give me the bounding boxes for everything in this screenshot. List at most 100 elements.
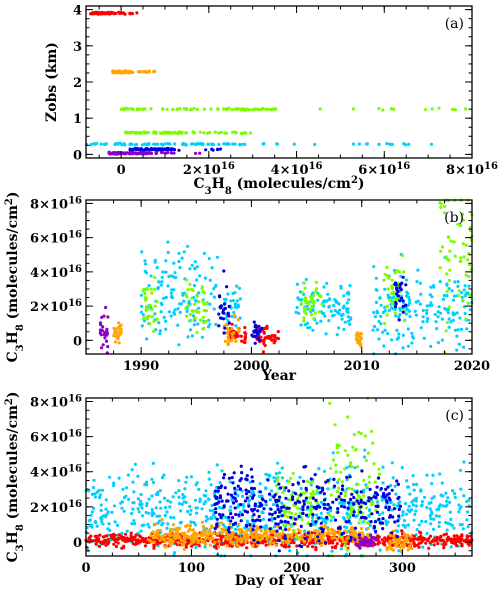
data-point [291, 497, 295, 501]
data-point [434, 514, 438, 518]
data-point [284, 527, 288, 532]
data-point [459, 487, 463, 491]
data-point [316, 535, 320, 539]
data-point [244, 492, 249, 496]
data-point [314, 548, 318, 552]
data-point [245, 546, 249, 550]
data-point [294, 517, 298, 521]
data-point [319, 543, 323, 547]
data-point [399, 274, 403, 278]
data-point [340, 313, 344, 318]
data-point [184, 143, 188, 147]
data-point [393, 484, 397, 488]
x-tick-label: 2010 [344, 359, 380, 374]
data-point [196, 306, 201, 310]
data-point [211, 142, 215, 147]
data-point [173, 308, 177, 312]
data-point [390, 296, 394, 300]
data-point [377, 517, 381, 521]
data-point [223, 326, 227, 330]
data-point [458, 535, 462, 539]
data-point [257, 514, 261, 519]
data-point [445, 320, 450, 324]
y-tick-exponent: 16 [68, 498, 82, 509]
data-point [429, 522, 433, 526]
data-point [209, 292, 213, 296]
data-point [315, 321, 319, 325]
data-point [140, 523, 144, 528]
data-point [326, 487, 330, 491]
data-point [347, 519, 351, 523]
data-point [144, 262, 148, 266]
data-point [106, 537, 111, 542]
data-point [463, 284, 467, 288]
data-point [312, 317, 316, 321]
data-point [424, 520, 428, 524]
data-point [355, 499, 359, 503]
data-point [350, 529, 354, 534]
data-point [281, 540, 285, 544]
data-point [203, 302, 208, 306]
data-point [437, 305, 441, 309]
data-point [381, 330, 385, 334]
data-point [200, 530, 204, 534]
data-point [451, 318, 455, 322]
data-point [184, 107, 188, 111]
data-point [108, 528, 112, 533]
data-point [105, 339, 109, 343]
data-point [299, 486, 303, 491]
data-point [217, 545, 221, 549]
x-tick-label: 300 [389, 561, 416, 576]
data-point [395, 479, 399, 483]
data-point [446, 535, 450, 539]
data-point [314, 498, 318, 502]
data-point [403, 501, 408, 506]
data-point [440, 338, 444, 342]
data-point [228, 522, 232, 526]
data-point [133, 535, 137, 539]
data-point [126, 473, 130, 477]
data-point [346, 453, 350, 457]
x-tick-label: 2020 [454, 359, 490, 374]
data-point [365, 485, 369, 489]
data-point [117, 341, 121, 345]
data-point [163, 151, 168, 155]
data-point [154, 506, 158, 510]
data-point [238, 510, 242, 514]
data-point [426, 538, 430, 542]
data-point [436, 507, 441, 511]
data-point [278, 532, 282, 536]
data-point [386, 520, 390, 524]
data-point [95, 490, 100, 494]
data-point [305, 321, 310, 325]
y-tick-label: 4 [73, 4, 82, 19]
data-point [340, 543, 344, 548]
data-point [130, 522, 134, 526]
data-point [240, 471, 244, 475]
data-point [466, 258, 470, 262]
data-point [124, 494, 128, 498]
data-point [161, 107, 165, 111]
data-point [192, 106, 196, 111]
data-point [367, 509, 372, 513]
data-point [166, 284, 170, 288]
data-point [197, 487, 201, 491]
data-point [240, 494, 245, 498]
data-point [430, 295, 434, 299]
data-point [447, 278, 451, 283]
data-point [362, 494, 366, 498]
x-tick-label: 0 [81, 561, 90, 576]
x-axis-label: Year [261, 368, 297, 384]
data-point [420, 500, 424, 504]
data-point [274, 472, 278, 476]
data-point [245, 510, 250, 514]
data-point [169, 515, 173, 520]
data-point [172, 275, 176, 279]
data-point [353, 466, 357, 470]
panel-label-b: (b) [444, 210, 464, 226]
data-point [269, 535, 273, 540]
data-point [123, 539, 127, 544]
data-point [299, 524, 303, 529]
data-point [394, 529, 398, 533]
data-point [190, 334, 194, 338]
